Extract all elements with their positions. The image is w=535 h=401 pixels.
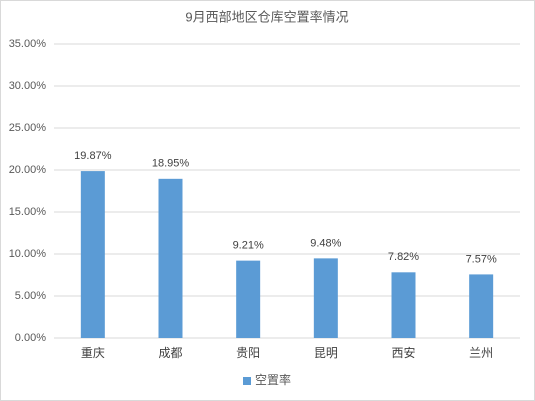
x-tick-label: 贵阳 <box>236 346 260 360</box>
y-tick-label: 0.00% <box>15 332 46 344</box>
data-label: 9.21% <box>233 240 264 252</box>
data-label: 9.48% <box>310 237 341 249</box>
bar <box>469 274 494 338</box>
bar <box>313 258 338 338</box>
y-tick-label: 15.00% <box>9 206 47 218</box>
y-tick-label: 20.00% <box>9 164 47 176</box>
bar <box>158 178 183 338</box>
y-tick-label: 5.00% <box>15 290 46 302</box>
bar <box>80 171 105 338</box>
data-label: 19.87% <box>74 150 112 162</box>
chart-title: 9月西部地区仓库空置率情况 <box>185 9 348 24</box>
y-tick-label: 30.00% <box>9 80 47 92</box>
x-tick-label: 兰州 <box>469 346 493 360</box>
data-label: 7.57% <box>466 253 497 265</box>
legend-label: 空置率 <box>255 372 291 387</box>
data-label: 18.95% <box>152 158 190 170</box>
x-tick-label: 重庆 <box>81 346 105 360</box>
x-tick-label: 昆明 <box>314 346 338 360</box>
y-tick-label: 10.00% <box>9 248 47 260</box>
y-tick-label: 25.00% <box>9 122 47 134</box>
bar <box>236 260 261 338</box>
x-tick-label: 成都 <box>158 346 182 360</box>
legend-swatch <box>243 377 251 385</box>
x-tick-label: 西安 <box>391 345 415 360</box>
y-tick-label: 35.00% <box>9 38 47 50</box>
data-label: 7.82% <box>388 251 419 263</box>
bar <box>391 272 416 338</box>
